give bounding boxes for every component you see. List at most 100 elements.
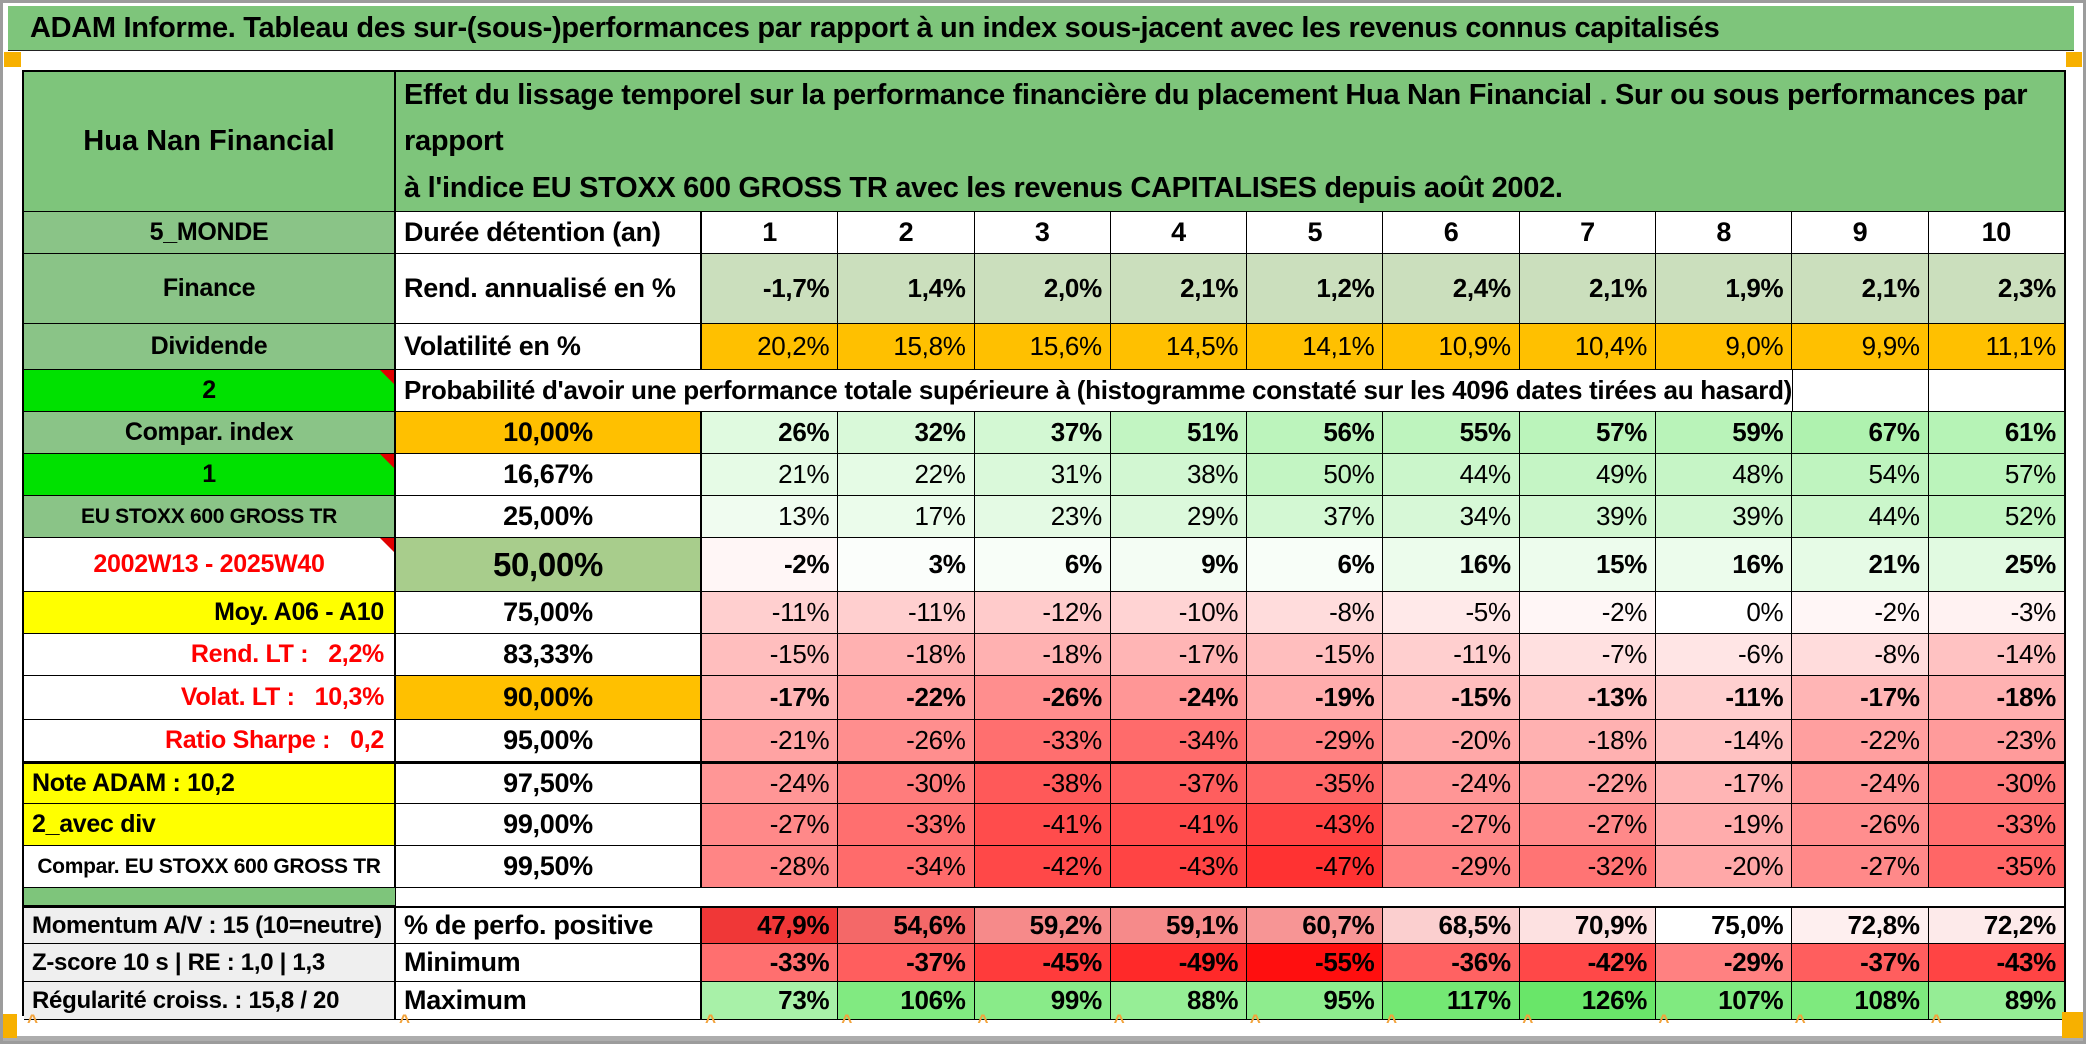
row-metric-cell[interactable]: 16,67% [396,454,702,495]
data-cell[interactable]: -29% [1656,944,1793,981]
data-cell[interactable]: -8% [1792,634,1929,675]
column-header-cell[interactable]: 8 [1656,212,1793,253]
data-cell[interactable]: -29% [1247,720,1384,761]
data-cell[interactable]: 25% [1928,538,2064,591]
data-cell[interactable]: -23% [1928,720,2064,761]
data-cell[interactable]: -18% [1928,676,2064,719]
data-cell[interactable]: 56% [1247,412,1384,453]
data-cell[interactable]: -27% [1519,804,1657,845]
row-label-cell[interactable]: Finance [24,254,396,323]
data-cell[interactable]: 16% [1383,538,1520,591]
data-cell[interactable]: 1,4% [838,254,975,323]
data-cell[interactable]: -19% [1247,676,1384,719]
data-cell[interactable]: 11,1% [1928,324,2064,369]
data-cell[interactable]: 6% [974,538,1111,591]
row-label-cell[interactable]: Rend. LT : 2,2% [24,634,396,675]
column-header-cell[interactable]: 1 [702,212,839,253]
data-cell[interactable]: -18% [1519,720,1657,761]
data-cell[interactable]: 75,0% [1656,908,1793,943]
data-cell[interactable]: 38% [1110,454,1248,495]
data-cell[interactable]: 3% [838,538,975,591]
data-cell[interactable]: -11% [838,592,975,633]
data-cell[interactable]: 6% [1247,538,1384,591]
data-cell[interactable]: 54% [1792,454,1929,495]
data-cell[interactable]: -15% [702,634,839,675]
data-cell[interactable]: -26% [838,720,975,761]
data-cell[interactable]: 10,4% [1519,324,1657,369]
data-cell[interactable]: -2% [1519,592,1657,633]
separator-green-cell[interactable] [24,888,396,906]
data-cell[interactable]: -35% [1928,846,2064,887]
data-cell[interactable]: 22% [838,454,975,495]
data-cell[interactable]: -42% [974,846,1111,887]
data-cell[interactable]: -2% [702,538,839,591]
data-cell[interactable]: 39% [1519,496,1657,537]
data-cell[interactable]: -27% [702,804,839,845]
data-cell[interactable]: 60,7% [1247,908,1384,943]
data-cell[interactable]: 88% [1110,982,1248,1019]
data-cell[interactable]: -34% [838,846,975,887]
data-cell[interactable]: -36% [1383,944,1520,981]
data-cell[interactable]: 57% [1928,454,2064,495]
data-cell[interactable]: 72,2% [1928,908,2064,943]
data-cell[interactable]: -12% [974,592,1111,633]
data-cell[interactable]: 67% [1792,412,1929,453]
row-label-cell[interactable]: Momentum A/V : 15 (10=neutre) [24,908,396,943]
data-cell[interactable]: 0% [1656,592,1793,633]
data-cell[interactable]: 37% [1247,496,1384,537]
data-cell[interactable]: 51% [1110,412,1248,453]
row-label-cell[interactable]: Note ADAM : 10,2 [24,764,396,803]
data-cell[interactable]: 20,2% [702,324,839,369]
data-cell[interactable]: -32% [1519,846,1657,887]
data-cell[interactable]: 59,1% [1110,908,1248,943]
row-metric-cell[interactable]: 25,00% [396,496,702,537]
data-cell[interactable]: -17% [1110,634,1248,675]
data-cell[interactable]: -24% [1383,764,1520,803]
row-metric-cell[interactable]: Maximum [396,982,702,1019]
empty-cell[interactable] [1927,370,2064,411]
data-cell[interactable]: -26% [974,676,1111,719]
data-cell[interactable]: 2,1% [1792,254,1929,323]
data-cell[interactable]: -11% [1383,634,1520,675]
data-cell[interactable]: -43% [1247,804,1384,845]
data-cell[interactable]: -14% [1928,634,2064,675]
data-cell[interactable]: 21% [1792,538,1929,591]
data-cell[interactable]: -7% [1519,634,1657,675]
data-cell[interactable]: -34% [1110,720,1248,761]
data-cell[interactable]: -26% [1792,804,1929,845]
data-cell[interactable]: 68,5% [1383,908,1520,943]
data-cell[interactable]: -28% [702,846,839,887]
data-cell[interactable]: 14,1% [1247,324,1384,369]
data-cell[interactable]: 99% [974,982,1111,1019]
data-cell[interactable]: -17% [1656,764,1793,803]
row-metric-cell[interactable]: 75,00% [396,592,702,633]
data-cell[interactable]: -33% [838,804,975,845]
data-cell[interactable]: -37% [1792,944,1929,981]
data-cell[interactable]: -15% [1383,676,1520,719]
data-cell[interactable]: 29% [1110,496,1248,537]
data-cell[interactable]: 2,3% [1928,254,2064,323]
column-header-cell[interactable]: 9 [1792,212,1929,253]
data-cell[interactable]: -15% [1247,634,1384,675]
data-cell[interactable]: -35% [1247,764,1384,803]
data-cell[interactable]: 1,9% [1656,254,1793,323]
data-cell[interactable]: 1,2% [1247,254,1384,323]
data-cell[interactable]: -29% [1383,846,1520,887]
data-cell[interactable]: -8% [1247,592,1384,633]
row-metric-cell[interactable]: 83,33% [396,634,702,675]
data-cell[interactable]: -24% [1110,676,1248,719]
row-metric-cell[interactable]: % de perfo. positive [396,908,702,943]
data-cell[interactable]: -22% [1519,764,1657,803]
data-cell[interactable]: 32% [838,412,975,453]
data-cell[interactable]: -42% [1519,944,1657,981]
data-cell[interactable]: 57% [1519,412,1657,453]
data-cell[interactable]: -27% [1792,846,1929,887]
data-cell[interactable]: -30% [1928,764,2064,803]
data-cell[interactable]: -3% [1928,592,2064,633]
row-label-cell[interactable]: 2 [24,370,396,411]
data-cell[interactable]: 47,9% [702,908,839,943]
row-label-cell[interactable]: 1 [24,454,396,495]
row-label-cell[interactable]: Compar. EU STOXX 600 GROSS TR [24,846,396,887]
data-cell[interactable]: 13% [702,496,839,537]
data-cell[interactable]: -5% [1383,592,1520,633]
